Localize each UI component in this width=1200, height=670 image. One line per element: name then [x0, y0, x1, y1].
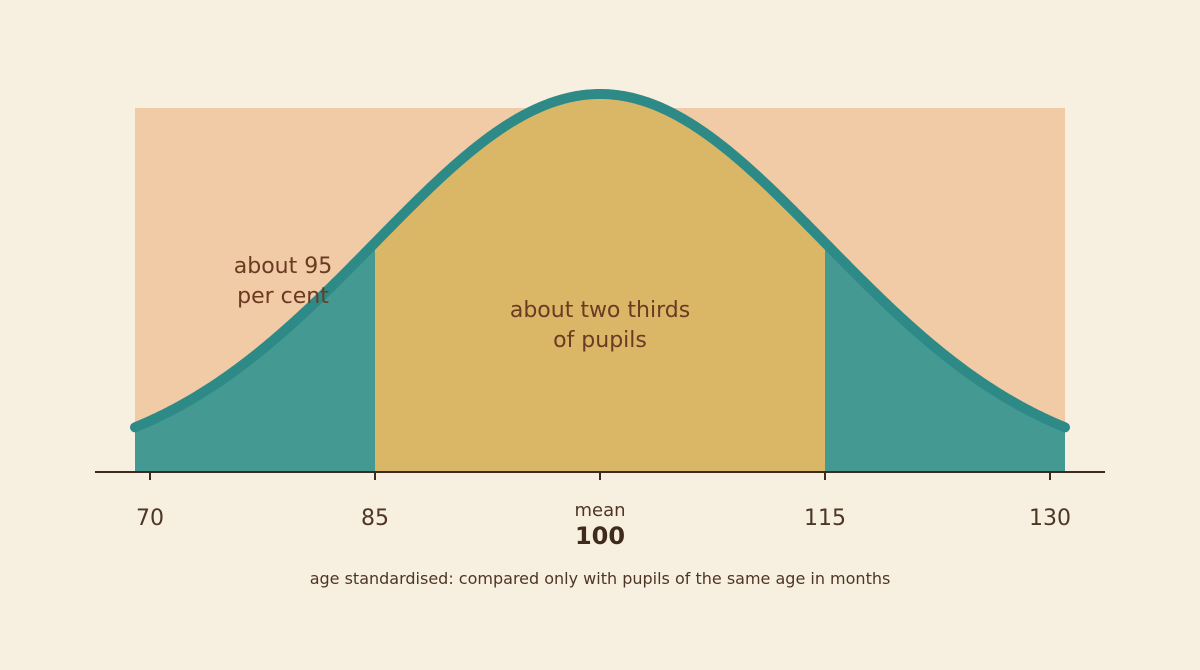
annotation-inner-line-1: about two thirds — [510, 298, 690, 323]
annotation-outer-line-2: per cent — [237, 284, 329, 309]
chart-caption: age standardised: compared only with pup… — [310, 569, 891, 588]
x-tick-label-130: 130 — [1029, 506, 1071, 531]
two-thirds-band-fill — [375, 94, 825, 472]
annotation-outer-line-1: about 95 — [234, 254, 332, 279]
x-tick-label-115: 115 — [804, 506, 846, 531]
distribution-curve — [130, 89, 1070, 433]
x-tick-label-70: 70 — [136, 506, 164, 531]
annotation-inner-line-2: of pupils — [553, 328, 647, 353]
mean-label: mean — [574, 500, 625, 521]
x-tick-label-100: 100 — [575, 522, 625, 550]
x-tick-label-85: 85 — [361, 506, 389, 531]
